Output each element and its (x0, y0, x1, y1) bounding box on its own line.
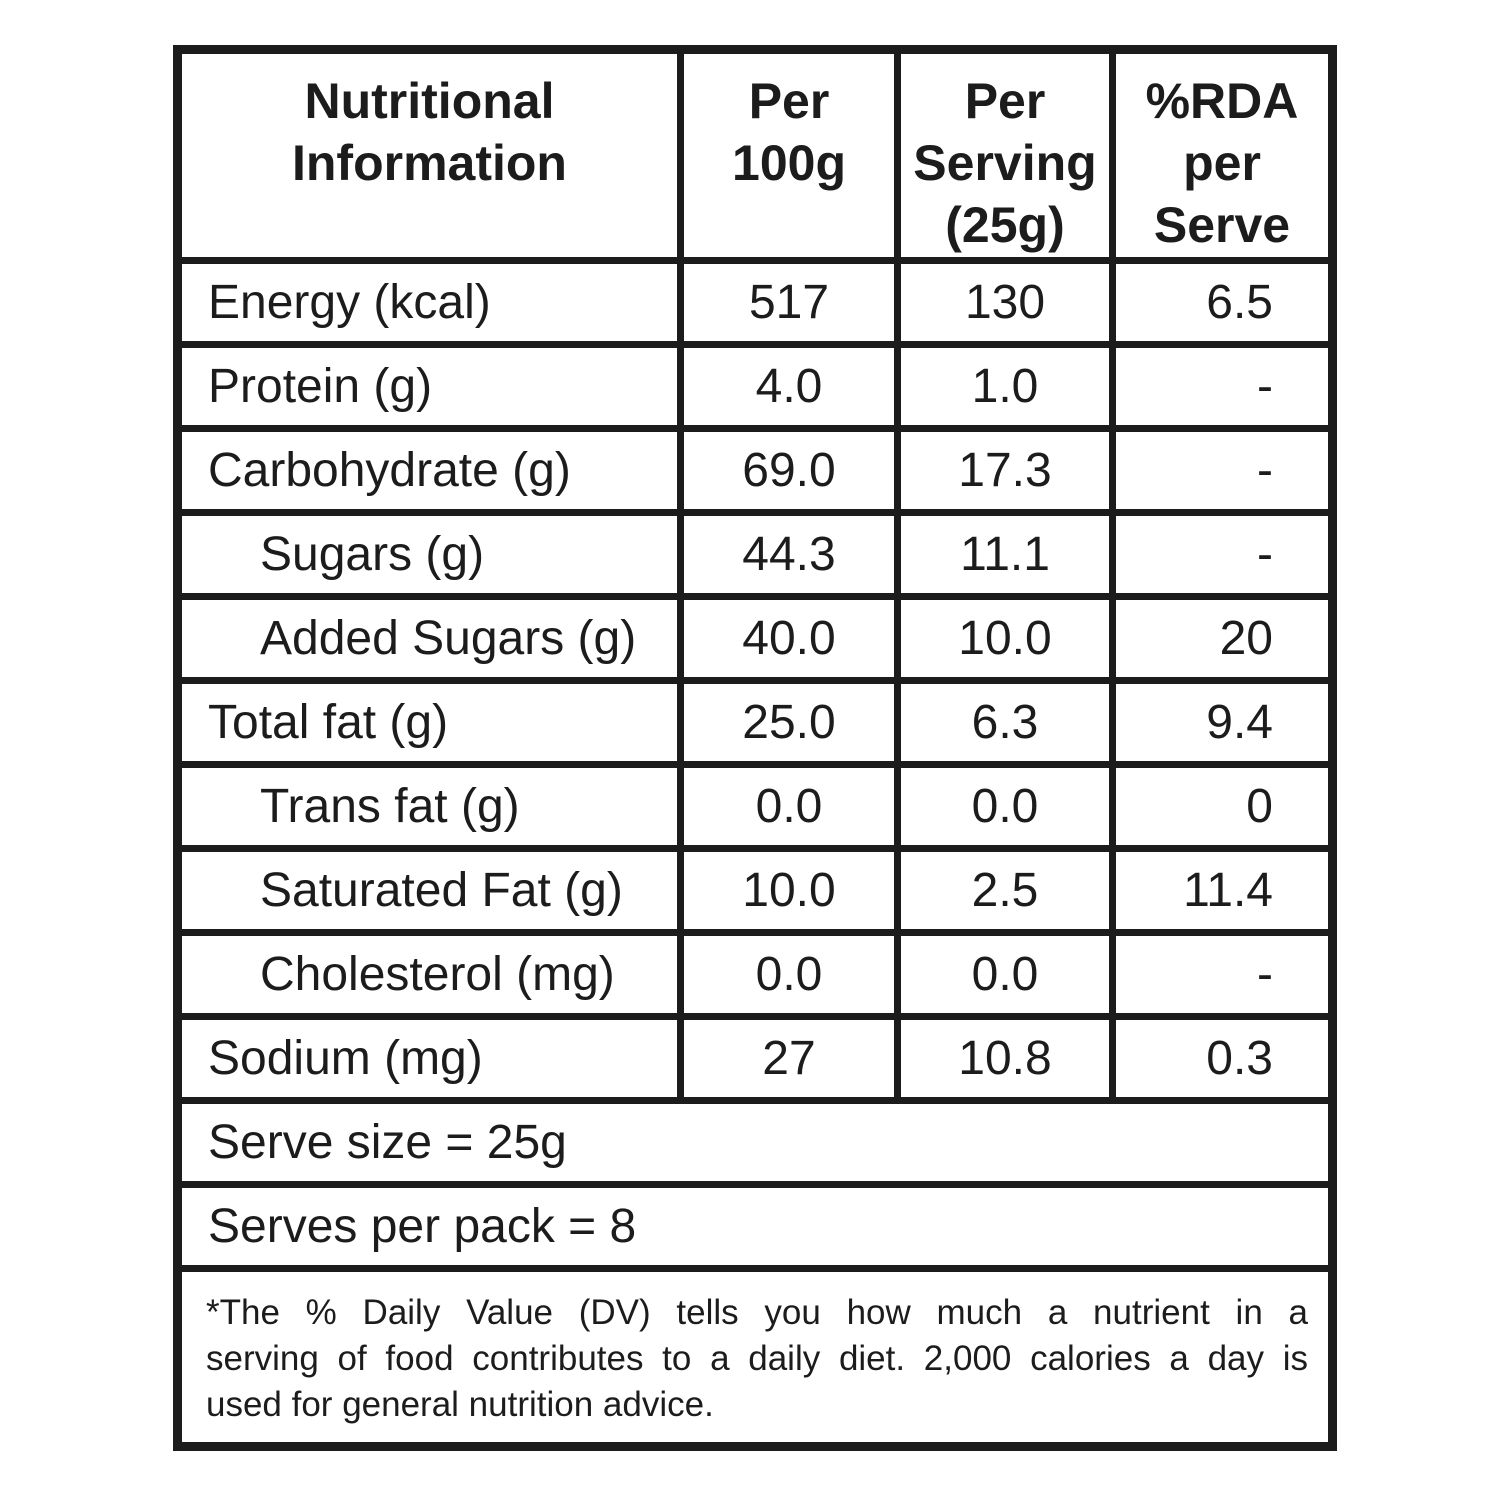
header-line: Information (292, 135, 567, 191)
serve-size-text: Serve size = 25g (174, 1097, 1336, 1188)
rda-value: 0.3 (1109, 1013, 1336, 1104)
per-100g-value: 0.0 (677, 929, 901, 1020)
header-line: Serving (913, 135, 1097, 191)
nutrition-label: Nutritional Information Per 100g Per Ser… (173, 45, 1337, 1451)
table-row-sodium: Sodium (mg) 27 10.8 0.3 (174, 1013, 1336, 1104)
header-row: Nutritional Information Per 100g Per Ser… (174, 46, 1336, 264)
per-serving-value: 1.0 (894, 341, 1116, 432)
header-line: 100g (732, 135, 846, 191)
nutrient-label: Cholesterol (mg) (174, 929, 684, 1020)
per-serving-value: 130 (894, 257, 1116, 348)
table-row-carbohydrate: Carbohydrate (g) 69.0 17.3 - (174, 425, 1336, 516)
rda-value: 0 (1109, 761, 1336, 852)
per-serving-value: 11.1 (894, 509, 1116, 600)
rda-value: - (1109, 929, 1336, 1020)
rda-value: - (1109, 341, 1336, 432)
header-line: per (1183, 135, 1261, 191)
rda-value: 9.4 (1109, 677, 1336, 768)
header-line: Per (964, 73, 1046, 129)
header-per-100g: Per 100g (677, 46, 901, 264)
rda-value: 20 (1109, 593, 1336, 684)
table-row-saturated-fat: Saturated Fat (g) 10.0 2.5 11.4 (174, 845, 1336, 936)
nutrient-label: Energy (kcal) (174, 257, 684, 348)
per-100g-value: 0.0 (677, 761, 901, 852)
rda-value: 11.4 (1109, 845, 1336, 936)
header-line: Per (748, 73, 830, 129)
per-100g-value: 27 (677, 1013, 901, 1104)
nutrition-table: Nutritional Information Per 100g Per Ser… (173, 45, 1337, 1451)
footnote-line: *The % Daily Value (DV) tells you how mu… (206, 1293, 1308, 1332)
nutrient-label: Carbohydrate (g) (174, 425, 684, 516)
table-row-added-sugars: Added Sugars (g) 40.0 10.0 20 (174, 593, 1336, 684)
rda-value: 6.5 (1109, 257, 1336, 348)
footnote-line: serving of food contributes to a daily d… (206, 1339, 1308, 1378)
table-row-protein: Protein (g) 4.0 1.0 - (174, 341, 1336, 432)
table-row-energy: Energy (kcal) 517 130 6.5 (174, 257, 1336, 348)
table-row-trans-fat: Trans fat (g) 0.0 0.0 0 (174, 761, 1336, 852)
serves-per-pack-row: Serves per pack = 8 (174, 1181, 1336, 1272)
header-line: Nutritional (304, 73, 555, 129)
header-per-serving: Per Serving (25g) (894, 46, 1116, 264)
per-serving-value: 10.0 (894, 593, 1116, 684)
nutrient-label: Protein (g) (174, 341, 684, 432)
header-line: Serve (1153, 197, 1291, 253)
per-serving-value: 17.3 (894, 425, 1116, 516)
serve-size-row: Serve size = 25g (174, 1097, 1336, 1188)
per-serving-value: 2.5 (894, 845, 1116, 936)
per-100g-value: 10.0 (677, 845, 901, 936)
footnote-row: *The % Daily Value (DV) tells you how mu… (174, 1265, 1336, 1450)
header-nutritional-information: Nutritional Information (174, 46, 684, 264)
header-line: %RDA (1145, 73, 1299, 129)
table-row-total-fat: Total fat (g) 25.0 6.3 9.4 (174, 677, 1336, 768)
header-line: (25g) (945, 197, 1065, 253)
per-100g-value: 69.0 (677, 425, 901, 516)
nutrient-label: Added Sugars (g) (174, 593, 684, 684)
nutrient-label: Sugars (g) (174, 509, 684, 600)
rda-value: - (1109, 509, 1336, 600)
nutrient-label: Sodium (mg) (174, 1013, 684, 1104)
table-row-sugars: Sugars (g) 44.3 11.1 - (174, 509, 1336, 600)
nutrient-label: Total fat (g) (174, 677, 684, 768)
per-serving-value: 10.8 (894, 1013, 1116, 1104)
nutrient-label: Saturated Fat (g) (174, 845, 684, 936)
per-serving-value: 6.3 (894, 677, 1116, 768)
per-serving-value: 0.0 (894, 929, 1116, 1020)
serves-per-pack-text: Serves per pack = 8 (174, 1181, 1336, 1272)
per-100g-value: 40.0 (677, 593, 901, 684)
per-100g-value: 44.3 (677, 509, 901, 600)
rda-value: - (1109, 425, 1336, 516)
per-serving-value: 0.0 (894, 761, 1116, 852)
per-100g-value: 4.0 (677, 341, 901, 432)
per-100g-value: 25.0 (677, 677, 901, 768)
nutrient-label: Trans fat (g) (174, 761, 684, 852)
per-100g-value: 517 (677, 257, 901, 348)
footnote-line: used for general nutrition advice. (206, 1385, 714, 1424)
table-row-cholesterol: Cholesterol (mg) 0.0 0.0 - (174, 929, 1336, 1020)
header-rda-per-serve: %RDA per Serve (1109, 46, 1336, 264)
footnote: *The % Daily Value (DV) tells you how mu… (174, 1265, 1336, 1450)
